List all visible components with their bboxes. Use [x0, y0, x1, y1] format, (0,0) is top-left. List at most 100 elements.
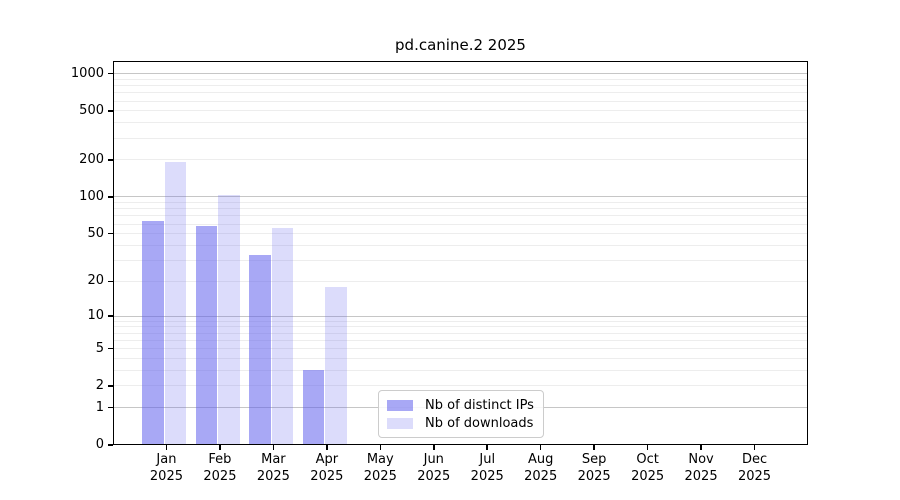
y-tick-mark-100	[108, 196, 113, 198]
bar-mar-distinct-ips	[249, 255, 271, 445]
x-tick-year-may: 2025	[363, 469, 397, 484]
y-tick-mark-0	[108, 444, 113, 446]
y-tick-label-1: 1	[95, 399, 104, 415]
bar-feb-downloads	[218, 195, 240, 445]
y-tick-mark-500	[108, 110, 113, 112]
gridline-60	[114, 223, 807, 225]
downloads-swatch-icon	[387, 417, 413, 429]
legend-label-downloads: Nb of downloads	[425, 415, 534, 431]
y-tick-mark-200	[108, 159, 113, 161]
x-tick-label-apr: Apr 2025	[297, 451, 357, 485]
gridline-5	[114, 348, 807, 350]
x-tick-mark-apr	[326, 445, 328, 450]
gridline-30	[114, 259, 807, 261]
x-tick-year-dec: 2025	[737, 469, 772, 484]
bar-apr-downloads	[325, 286, 347, 445]
gridline-600	[114, 100, 807, 102]
x-tick-year-feb: 2025	[203, 469, 237, 484]
gridline-3	[114, 369, 807, 371]
x-tick-label-aug: Aug 2025	[511, 451, 571, 485]
gridline-9	[114, 320, 807, 322]
gridline-2	[114, 385, 807, 387]
legend-item-distinct-ips: Nb of distinct IPs	[387, 396, 535, 414]
y-tick-mark-5	[108, 347, 113, 350]
bar-apr-distinct-ips	[302, 370, 325, 445]
gridline-300	[114, 137, 807, 139]
y-tick-label-100: 100	[79, 188, 104, 204]
y-tick-mark-50	[108, 232, 113, 235]
y-tick-mark-2	[108, 385, 113, 387]
gridline-50	[114, 233, 807, 235]
x-tick-mark-dec	[753, 445, 756, 450]
gridline-900	[114, 78, 807, 80]
gridline-40	[114, 244, 807, 246]
x-tick-year-jan: 2025	[149, 469, 183, 484]
gridline-200	[114, 159, 807, 161]
y-tick-label-1000: 1000	[70, 65, 104, 81]
y-tick-label-20: 20	[87, 273, 104, 289]
bar-jan-distinct-ips	[142, 221, 164, 445]
y-tick-label-2: 2	[95, 377, 104, 393]
gridline-800	[114, 85, 807, 87]
gridline-700	[114, 92, 807, 94]
x-tick-label-jan: Jan 2025	[136, 451, 196, 485]
x-tick-label-jul: Jul 2025	[457, 451, 517, 485]
gridline-100	[114, 196, 807, 198]
chart-title: pd.canine.2 2025	[395, 36, 526, 54]
bar-feb-distinct-ips	[195, 225, 218, 445]
x-tick-label-sep: Sep 2025	[564, 451, 624, 485]
legend: Nb of distinct IPs Nb of downloads	[378, 390, 544, 438]
y-tick-mark-20	[108, 280, 113, 283]
x-tick-mark-may	[379, 445, 382, 450]
y-tick-mark-10	[108, 315, 113, 317]
y-tick-label-500: 500	[79, 102, 104, 118]
gridline-70	[114, 215, 807, 217]
x-tick-mark-nov	[700, 445, 702, 450]
y-tick-label-0: 0	[95, 437, 104, 452]
x-tick-label-jun: Jun 2025	[404, 451, 464, 485]
x-tick-year-oct: 2025	[631, 469, 665, 484]
y-tick-mark-1000	[108, 72, 113, 75]
bar-mar-downloads	[271, 227, 294, 445]
gridline-400	[114, 122, 807, 124]
x-tick-label-oct: Oct 2025	[618, 451, 678, 485]
y-tick-label-5: 5	[95, 340, 104, 356]
x-tick-mark-aug	[539, 445, 542, 450]
gridline-20	[114, 280, 807, 282]
y-tick-label-200: 200	[79, 151, 104, 167]
y-tick-label-50: 50	[87, 225, 104, 241]
legend-label-distinct-ips: Nb of distinct IPs	[425, 397, 534, 413]
y-tick-mark-1	[108, 406, 113, 409]
x-tick-label-dec: Dec 2025	[725, 451, 785, 485]
x-tick-mark-jun	[433, 445, 435, 450]
x-tick-mark-oct	[646, 445, 649, 450]
gridline-1000	[114, 73, 807, 75]
x-tick-year-aug: 2025	[524, 469, 558, 484]
x-tick-year-jun: 2025	[417, 469, 451, 484]
x-tick-year-apr: 2025	[310, 469, 344, 484]
gridline-80	[114, 208, 807, 210]
x-tick-mark-sep	[593, 445, 595, 450]
x-tick-year-mar: 2025	[256, 469, 290, 484]
x-tick-label-may: May 2025	[350, 451, 410, 485]
gridline-4	[114, 357, 807, 359]
x-tick-mark-feb	[219, 445, 221, 450]
x-tick-mark-jul	[486, 445, 488, 450]
x-tick-label-feb: Feb 2025	[190, 451, 250, 485]
gridline-6	[114, 339, 807, 341]
gridline-8	[114, 326, 807, 328]
legend-item-downloads: Nb of downloads	[387, 414, 535, 432]
x-tick-mark-mar	[272, 445, 275, 450]
x-tick-year-nov: 2025	[684, 469, 718, 484]
gridline-90	[114, 202, 807, 204]
distinct-ips-swatch-icon	[387, 399, 413, 411]
x-tick-label-nov: Nov 2025	[671, 451, 731, 485]
gridline-7	[114, 332, 807, 334]
y-tick-label-10: 10	[87, 308, 104, 324]
gridline-500	[114, 110, 807, 112]
x-tick-year-sep: 2025	[577, 469, 611, 484]
x-tick-label-mar: Mar 2025	[243, 451, 303, 485]
x-tick-mark-jan	[165, 445, 168, 450]
x-tick-year-jul: 2025	[470, 469, 504, 484]
